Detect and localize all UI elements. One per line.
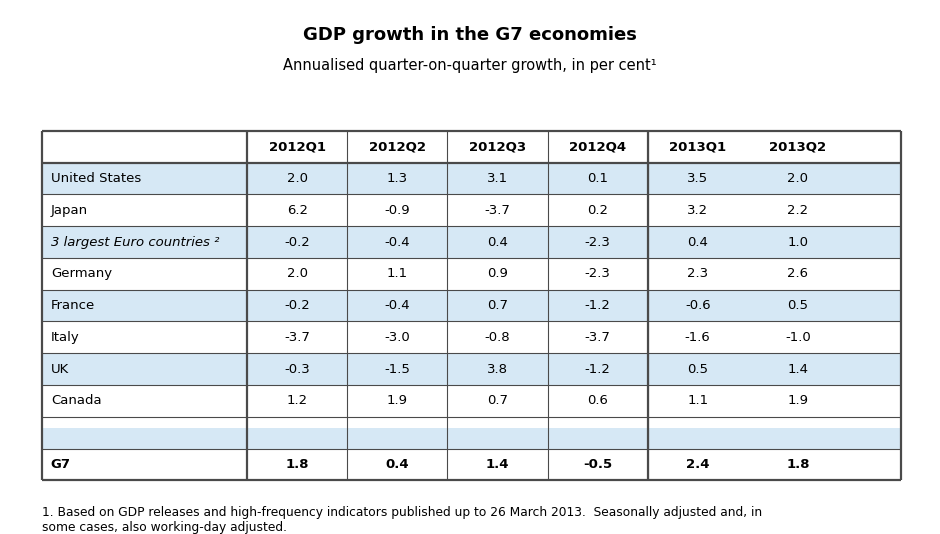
Bar [42, 289, 901, 321]
Bar [42, 226, 901, 258]
Text: 2.3: 2.3 [687, 268, 708, 280]
Text: -1.2: -1.2 [585, 363, 611, 375]
Text: -3.7: -3.7 [284, 331, 310, 344]
Text: -1.6: -1.6 [685, 331, 711, 344]
Bar [42, 321, 901, 354]
Text: 0.7: 0.7 [487, 299, 508, 312]
Text: 0.5: 0.5 [687, 363, 708, 375]
Text: 2.0: 2.0 [287, 172, 307, 185]
Text: -2.3: -2.3 [585, 235, 611, 248]
Text: 0.1: 0.1 [588, 172, 608, 185]
Bar [42, 162, 901, 194]
Text: -0.4: -0.4 [384, 235, 410, 248]
Text: -0.9: -0.9 [384, 204, 410, 217]
Text: 3.1: 3.1 [487, 172, 508, 185]
Text: 1. Based on GDP releases and high-frequency indicators published up to 26 March : 1. Based on GDP releases and high-freque… [42, 506, 762, 534]
Text: France: France [51, 299, 95, 312]
Text: 3.2: 3.2 [687, 204, 708, 217]
Text: 2.0: 2.0 [287, 268, 307, 280]
Text: -3.7: -3.7 [585, 331, 611, 344]
Text: Annualised quarter-on-quarter growth, in per cent¹: Annualised quarter-on-quarter growth, in… [283, 58, 657, 73]
Text: -0.6: -0.6 [685, 299, 711, 312]
Text: 1.1: 1.1 [687, 395, 708, 407]
Text: 2012Q3: 2012Q3 [469, 140, 526, 153]
Text: G7: G7 [51, 458, 70, 471]
Text: -3.7: -3.7 [484, 204, 510, 217]
Text: United States: United States [51, 172, 141, 185]
Text: 0.9: 0.9 [487, 268, 508, 280]
Text: 2.6: 2.6 [788, 268, 808, 280]
Text: 2.2: 2.2 [788, 204, 808, 217]
Text: -0.5: -0.5 [583, 458, 612, 471]
Text: 0.7: 0.7 [487, 395, 508, 407]
Text: Italy: Italy [51, 331, 80, 344]
Text: -0.4: -0.4 [384, 299, 410, 312]
Text: 2012Q4: 2012Q4 [569, 140, 626, 153]
Text: Japan: Japan [51, 204, 87, 217]
Text: 3.5: 3.5 [687, 172, 708, 185]
Text: -3.0: -3.0 [384, 331, 410, 344]
Text: -0.3: -0.3 [285, 363, 310, 375]
Text: 3.8: 3.8 [487, 363, 508, 375]
Text: 2013Q2: 2013Q2 [769, 140, 826, 153]
Text: 0.6: 0.6 [588, 395, 608, 407]
Text: 1.4: 1.4 [486, 458, 509, 471]
Bar [42, 194, 901, 226]
Text: 3 largest Euro countries ²: 3 largest Euro countries ² [51, 235, 219, 248]
Text: 1.0: 1.0 [788, 235, 808, 248]
Text: 0.2: 0.2 [588, 204, 608, 217]
Text: 2.0: 2.0 [788, 172, 808, 185]
Text: -0.2: -0.2 [285, 299, 310, 312]
Text: 1.8: 1.8 [286, 458, 309, 471]
Text: 2012Q2: 2012Q2 [368, 140, 426, 153]
Bar [42, 449, 901, 481]
Bar [42, 428, 901, 449]
Text: 1.2: 1.2 [287, 395, 307, 407]
Text: -0.2: -0.2 [285, 235, 310, 248]
Bar [42, 354, 901, 385]
Text: UK: UK [51, 363, 69, 375]
Text: 1.4: 1.4 [788, 363, 808, 375]
Text: GDP growth in the G7 economies: GDP growth in the G7 economies [303, 26, 637, 44]
Text: 1.8: 1.8 [786, 458, 809, 471]
Text: 2013Q1: 2013Q1 [669, 140, 727, 153]
Text: 2012Q1: 2012Q1 [269, 140, 326, 153]
Text: -1.2: -1.2 [585, 299, 611, 312]
Text: 6.2: 6.2 [287, 204, 307, 217]
Bar [42, 131, 901, 162]
Text: Canada: Canada [51, 395, 102, 407]
Text: 0.4: 0.4 [487, 235, 508, 248]
Text: 0.4: 0.4 [385, 458, 409, 471]
Text: 1.9: 1.9 [788, 395, 808, 407]
Text: -1.0: -1.0 [785, 331, 810, 344]
Text: -1.5: -1.5 [384, 363, 411, 375]
Text: 2.4: 2.4 [686, 458, 710, 471]
Text: -0.8: -0.8 [485, 331, 510, 344]
Text: 0.4: 0.4 [687, 235, 708, 248]
Bar [42, 385, 901, 417]
Text: 1.3: 1.3 [387, 172, 408, 185]
Text: 1.1: 1.1 [387, 268, 408, 280]
Text: -2.3: -2.3 [585, 268, 611, 280]
Text: 0.5: 0.5 [788, 299, 808, 312]
Text: 1.9: 1.9 [387, 395, 408, 407]
Text: Germany: Germany [51, 268, 112, 280]
Bar [42, 258, 901, 289]
